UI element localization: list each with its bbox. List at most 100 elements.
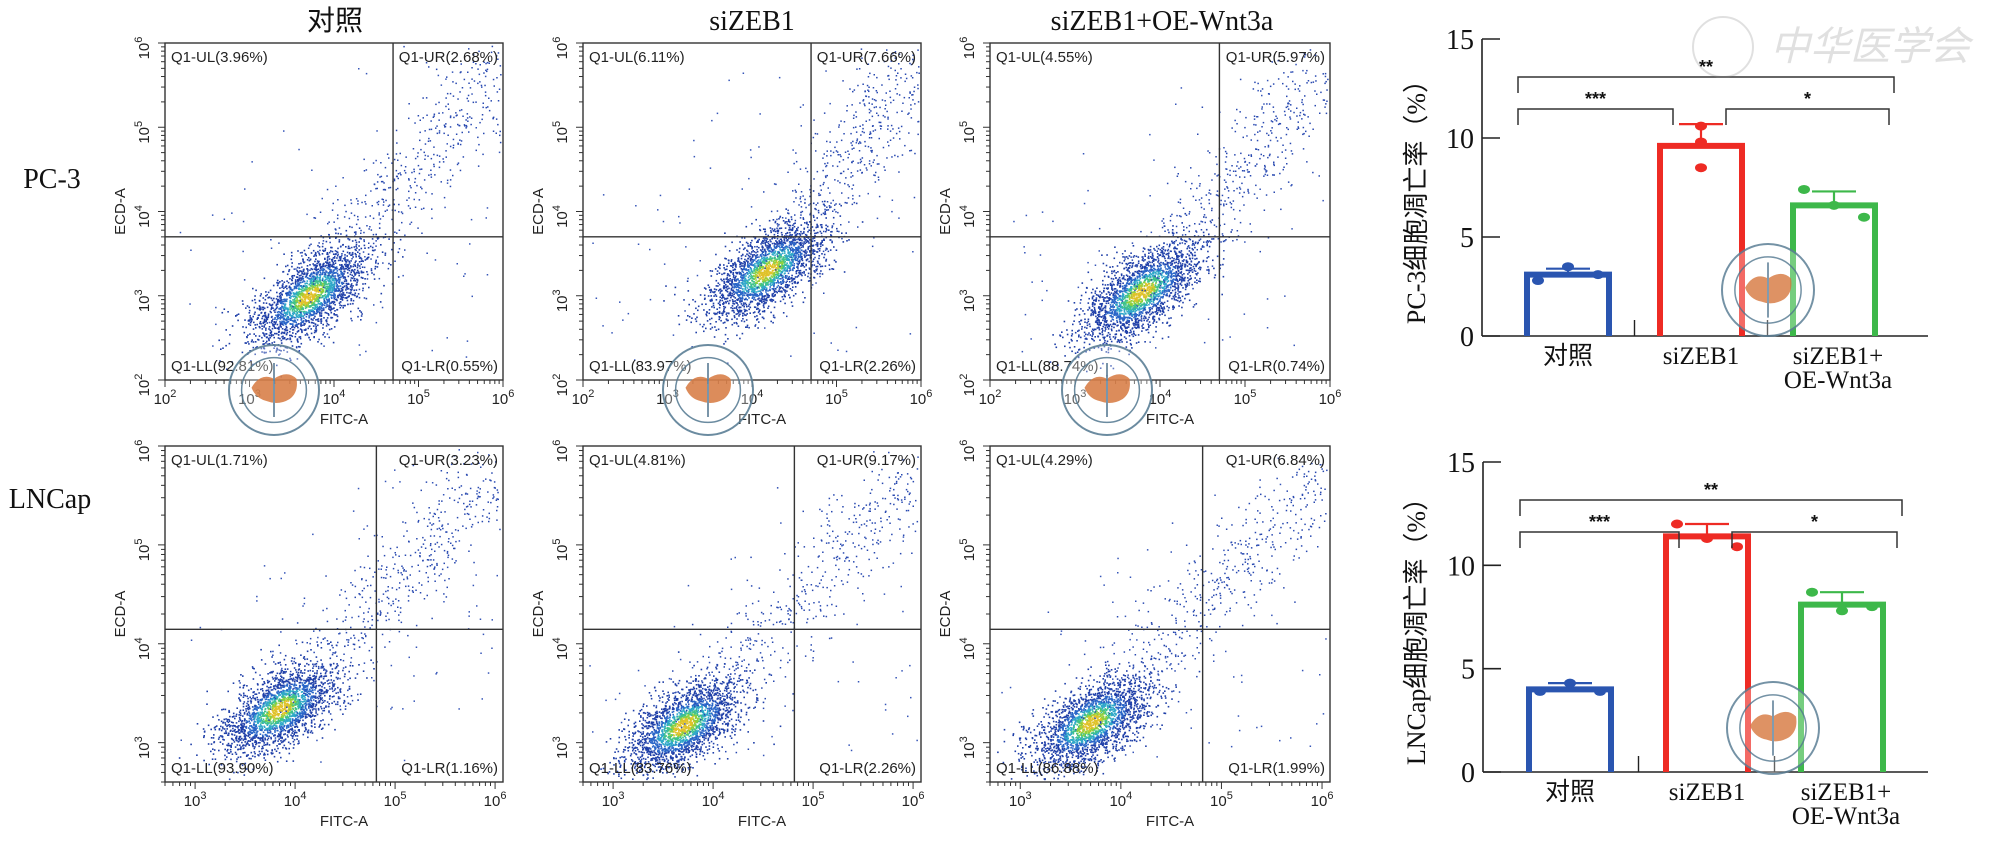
scatter-point: [299, 300, 301, 302]
scatter-point: [245, 326, 247, 329]
scatter-point: [426, 114, 428, 116]
scatter-point: [754, 285, 757, 287]
scatter-point: [726, 280, 729, 283]
scatter-point: [759, 285, 761, 287]
scatter-point: [452, 174, 454, 177]
scatter-point: [309, 296, 312, 299]
scatter-point: [360, 258, 363, 260]
scatter-point: [319, 275, 322, 277]
scatter-point: [779, 267, 781, 269]
scatter-point: [740, 303, 743, 305]
scatter-point: [279, 318, 282, 320]
scatter-point: [320, 284, 323, 287]
scatter-point: [398, 248, 401, 250]
scatter-point: [739, 313, 741, 316]
scatter-point: [303, 288, 306, 291]
scatter-point: [337, 253, 339, 256]
scatter-point: [325, 306, 327, 309]
scatter-point: [388, 157, 390, 159]
scatter-point: [306, 291, 308, 294]
scatter-point: [336, 296, 339, 298]
scatter-point: [729, 278, 731, 280]
scatter-point: [308, 316, 310, 319]
scatter-point: [803, 254, 806, 256]
scatter-point: [357, 200, 359, 202]
scatter-point: [320, 269, 322, 271]
scatter-point: [286, 294, 288, 296]
scatter-point: [295, 324, 298, 326]
scatter-point: [337, 199, 339, 201]
scatter-point: [459, 91, 461, 93]
scatter-point: [275, 321, 277, 323]
scatter-point: [374, 249, 376, 251]
scatter-point: [304, 319, 307, 321]
scatter-point: [424, 154, 427, 157]
scatter-point: [332, 270, 335, 273]
scatter-point: [711, 298, 713, 301]
scatter-point: [307, 319, 310, 322]
scatter-point: [351, 288, 353, 290]
scatter-point: [322, 264, 324, 267]
scatter-point: [276, 327, 279, 330]
scatter-point: [297, 280, 299, 282]
scatter-point: [339, 291, 342, 293]
scatter-point: [477, 165, 480, 167]
scatter-point: [757, 304, 759, 307]
scatter-point: [345, 282, 348, 285]
scatter-point: [800, 244, 802, 246]
scatter-point: [357, 215, 359, 218]
scatter-point: [832, 216, 835, 219]
scatter-point: [788, 244, 791, 247]
scatter-point: [709, 299, 711, 302]
scatter-point: [318, 254, 321, 256]
scatter-point: [751, 300, 753, 303]
scatter-point: [345, 289, 347, 291]
scatter-point: [787, 266, 790, 268]
scatter-point: [713, 336, 716, 338]
scatter-point: [321, 289, 323, 291]
scatter-point: [274, 327, 277, 329]
scatter-point: [341, 264, 343, 266]
scatter-point: [358, 255, 361, 257]
scatter-point: [726, 291, 729, 293]
scatter-point: [496, 77, 498, 79]
scatter-point: [801, 255, 803, 258]
scatter-point: [797, 255, 800, 257]
scatter-point: [254, 298, 256, 301]
scatter-point: [316, 282, 319, 284]
scatter-point: [498, 151, 501, 154]
scatter-point: [346, 251, 349, 254]
scatter-point: [357, 203, 359, 205]
scatter-point: [286, 307, 288, 309]
scatter-point: [331, 283, 334, 286]
scatter-point: [421, 232, 423, 234]
scatter-point: [338, 268, 341, 271]
scatter-point: [336, 319, 338, 321]
scatter-point: [300, 329, 303, 331]
scatter-point: [775, 267, 778, 269]
scatter-point: [772, 278, 774, 281]
scatter-point: [808, 260, 810, 263]
scatter-point: [714, 293, 717, 296]
scatter-point: [477, 68, 479, 70]
scatter-point: [414, 181, 416, 183]
scatter-point: [313, 217, 315, 219]
scatter-point: [306, 213, 308, 216]
scatter-point: [295, 310, 298, 313]
scatter-point: [812, 202, 815, 205]
scatter-point: [737, 325, 740, 327]
scatter-point: [484, 75, 487, 78]
scatter-point: [431, 217, 433, 220]
y-axis-label: ECD-A: [112, 188, 129, 235]
scatter-point: [674, 293, 676, 296]
scatter-point: [790, 216, 793, 218]
scatter-point: [377, 203, 380, 206]
scatter-point: [324, 291, 327, 294]
scatter-point: [303, 310, 306, 313]
scatter-point: [326, 283, 328, 285]
scatter-point: [293, 274, 296, 277]
scatter-point: [362, 289, 364, 292]
scatter-point: [292, 305, 294, 308]
scatter-point: [335, 290, 338, 292]
scatter-point: [433, 113, 436, 115]
